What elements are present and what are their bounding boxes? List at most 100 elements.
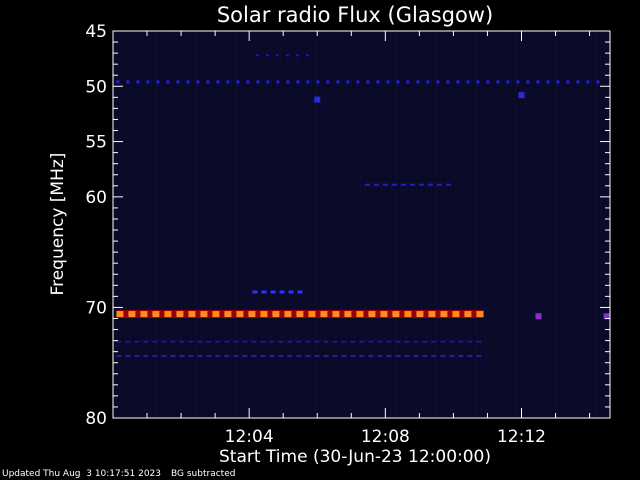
feature-dash	[287, 355, 293, 358]
feature-dash	[188, 355, 194, 358]
feature-dash	[323, 355, 329, 358]
feature-dash	[161, 355, 167, 358]
feature-dash	[368, 311, 376, 318]
feature-dash	[286, 80, 290, 84]
feature-dash	[323, 340, 329, 343]
noise-column	[275, 31, 277, 418]
feature-dash	[496, 80, 500, 84]
y-tick-label: 45	[85, 22, 107, 42]
feature-dash	[366, 80, 370, 84]
feature-dash	[278, 340, 284, 343]
noise-column	[585, 31, 587, 418]
feature-dash	[164, 311, 172, 318]
feature-spot	[603, 313, 610, 320]
feature-dash	[212, 311, 220, 318]
noise-column	[170, 31, 172, 418]
feature-dash	[332, 311, 340, 318]
feature-dash	[125, 340, 131, 343]
feature-dash	[382, 183, 388, 186]
feature-dash	[422, 355, 428, 358]
noise-column	[540, 31, 542, 418]
feature-dash	[152, 311, 160, 318]
noise-column	[230, 31, 232, 418]
noise-column	[120, 31, 122, 418]
feature-dash	[296, 355, 302, 358]
feature-dash	[305, 54, 309, 57]
feature-dash	[356, 311, 364, 318]
feature-dash	[269, 355, 275, 358]
feature-dash	[368, 340, 374, 343]
feature-dash	[359, 340, 365, 343]
feature-dash	[179, 355, 185, 358]
feature-dash	[440, 355, 446, 358]
feature-dash	[278, 355, 284, 358]
feature-dash	[440, 311, 448, 318]
noise-column	[600, 31, 602, 418]
feature-dash	[428, 311, 436, 318]
feature-dash	[458, 355, 464, 358]
feature-dash	[285, 54, 289, 57]
noise-column	[250, 31, 252, 418]
feature-dash	[186, 80, 190, 84]
noise-column	[260, 31, 262, 418]
noise-column	[375, 31, 377, 418]
noise-column	[135, 31, 137, 418]
feature-dash	[170, 355, 176, 358]
noise-column	[595, 31, 597, 418]
noise-column	[385, 31, 387, 418]
noise-column	[180, 31, 182, 418]
feature-dash	[596, 80, 600, 84]
feature-dash	[255, 54, 259, 57]
feature-dash	[373, 183, 379, 186]
plot-frame	[112, 30, 611, 419]
feature-dash	[143, 340, 149, 343]
noise-column	[235, 31, 237, 418]
feature-dash	[215, 340, 221, 343]
feature-dash	[260, 340, 266, 343]
feature-dash	[246, 80, 250, 84]
feature-dash	[426, 80, 430, 84]
noise-column	[140, 31, 142, 418]
feature-dash	[326, 80, 330, 84]
noise-column	[295, 31, 297, 418]
feature-dash	[288, 290, 294, 294]
feature-dash	[188, 311, 196, 318]
feature-dash	[476, 80, 480, 84]
feature-dash	[236, 311, 244, 318]
feature-dash	[128, 311, 136, 318]
feature-dash	[476, 311, 484, 318]
noise-column	[365, 31, 367, 418]
noise-column	[315, 31, 317, 418]
feature-dash	[279, 290, 285, 294]
feature-dash	[248, 311, 256, 318]
feature-dash	[467, 355, 473, 358]
feature-dash	[140, 311, 148, 318]
feature-dash	[134, 355, 140, 358]
feature-dash	[116, 311, 124, 318]
feature-dash	[136, 80, 140, 84]
noise-column	[145, 31, 147, 418]
feature-dash	[206, 355, 212, 358]
noise-column	[495, 31, 497, 418]
noise-column	[280, 31, 282, 418]
feature-dash	[215, 355, 221, 358]
feature-dash	[295, 54, 299, 57]
noise-column	[480, 31, 482, 418]
feature-dash	[464, 311, 472, 318]
noise-column	[395, 31, 397, 418]
noise-column	[490, 31, 492, 418]
feature-dash	[350, 340, 356, 343]
noise-column	[580, 31, 582, 418]
noise-column	[420, 31, 422, 418]
feature-dash	[226, 80, 230, 84]
feature-dash	[466, 80, 470, 84]
noise-column	[335, 31, 337, 418]
noise-column	[400, 31, 402, 418]
feature-dash	[284, 311, 292, 318]
feature-dash	[380, 311, 388, 318]
noise-column	[310, 31, 312, 418]
feature-dash	[146, 80, 150, 84]
footer: Updated Thu Aug 3 10:17:51 2023 BG subtra…	[2, 469, 235, 479]
feature-dash	[216, 80, 220, 84]
feature-dash	[476, 355, 482, 358]
